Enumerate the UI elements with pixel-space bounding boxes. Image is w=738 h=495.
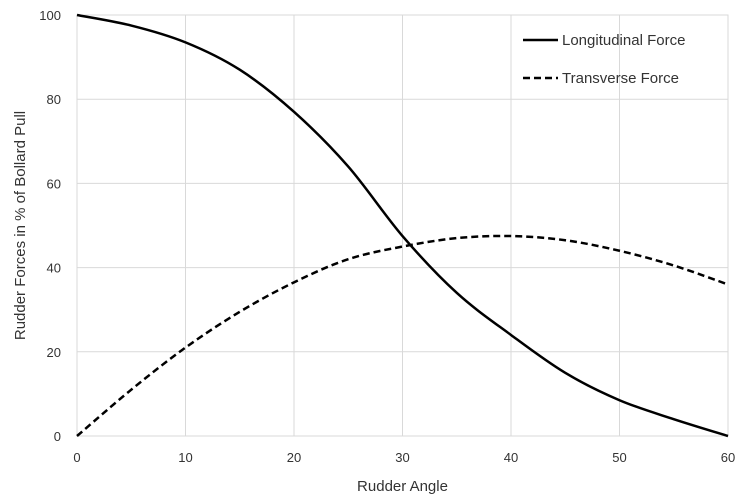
x-tick-label: 50 [612,450,626,465]
x-tick-label: 60 [721,450,735,465]
x-tick-label: 30 [395,450,409,465]
y-axis-ticks: 0 20 40 60 80 100 [39,8,61,444]
plot-area-border [76,14,729,437]
transverse-force-line [76,234,729,437]
x-tick-label: 40 [504,450,518,465]
longitudinal-force-line [76,13,729,438]
x-axis-ticks: 0 10 20 30 40 50 60 [73,450,735,465]
y-tick-label: 80 [47,92,61,107]
y-tick-label: 0 [54,429,61,444]
x-tick-label: 0 [73,450,80,465]
legend: Longitudinal Force Transverse Force [523,32,685,87]
grid [76,14,729,437]
series-lines [76,13,729,438]
legend-label-longitudinal-force: Longitudinal Force [562,32,685,49]
y-tick-label: 60 [47,176,61,191]
x-tick-label: 20 [287,450,301,465]
y-tick-label: 40 [47,261,61,276]
y-tick-label: 20 [47,345,61,360]
x-tick-label: 10 [178,450,192,465]
y-axis-title: Rudder Forces in % of Bollard Pull [12,111,29,340]
legend-label-transverse-force: Transverse Force [562,70,679,87]
x-axis-title: Rudder Angle [357,478,448,495]
y-tick-label: 100 [39,8,61,23]
